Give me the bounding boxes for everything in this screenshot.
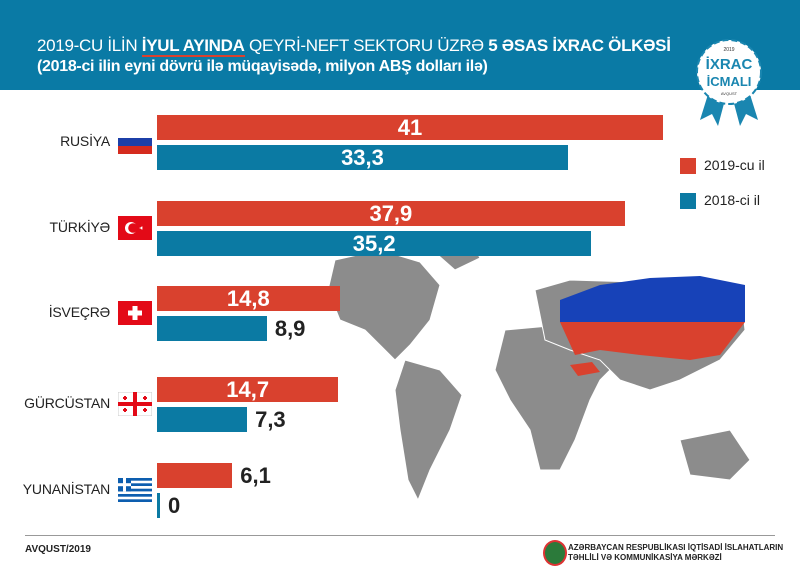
bar-2019	[157, 286, 340, 311]
page-title: 2019-CU İLİN İYUL AYINDA QEYRİ-NEFT SEKT…	[37, 36, 671, 57]
legend-swatch	[680, 193, 696, 209]
data-label: 0	[168, 493, 181, 518]
country-label: GÜRCÜSTAN	[24, 395, 110, 411]
title-highlight: İYUL AYINDA	[141, 36, 245, 57]
title-part: 2019-CU İLİN	[37, 36, 142, 55]
data-label: 35,2	[352, 231, 396, 256]
title-bold: 5 ƏSAS İXRAC ÖLKƏSİ	[488, 36, 671, 55]
bar-2018	[157, 316, 267, 341]
bar-2019	[157, 201, 625, 226]
country-label: YUNANİSTAN	[22, 481, 110, 497]
svg-text:AVQUST: AVQUST	[721, 91, 738, 96]
bar-2018	[157, 407, 248, 432]
footer-organization: AZƏRBAYCAN RESPUBLİKASI İQTİSADİ İSLAHAT…	[568, 543, 783, 563]
header-banner: 2019-CU İLİN İYUL AYINDA QEYRİ-NEFT SEKT…	[0, 0, 800, 90]
data-label: 41	[397, 115, 423, 140]
data-label: 8,9	[274, 316, 306, 341]
flag-icon	[118, 301, 152, 325]
bar-2019	[157, 377, 339, 402]
svg-text:2019: 2019	[723, 47, 734, 53]
bar-2018	[157, 231, 592, 256]
flag-icon	[118, 478, 152, 502]
legend-label: 2018-ci il	[704, 192, 761, 208]
data-label: 37,9	[369, 201, 413, 226]
flag-icon	[118, 130, 152, 154]
bar-2018	[157, 145, 568, 170]
data-label: 14,7	[226, 377, 270, 402]
page-subtitle: (2018-ci ilin eyni dövrü ilə müqayisədə,…	[37, 58, 488, 75]
country-label: RUSİYA	[60, 133, 110, 149]
ixrac-icmali-badge-icon: 2019 İXRAC İCMALI AVQUST	[696, 39, 762, 126]
footer-divider	[25, 535, 775, 536]
svg-text:İXRAC: İXRAC	[706, 56, 753, 73]
data-label: 33,3	[341, 145, 384, 170]
data-label: 14,8	[226, 286, 270, 311]
title-part: QEYRİ-NEFT SEKTORU ÜZRƏ	[244, 36, 489, 55]
org-line: TƏHLİLİ VƏ KOMMUNİKASİYA MƏRKƏZİ	[568, 553, 722, 562]
footer-date: AVQUST/2019	[25, 544, 91, 555]
data-label: 7,3	[255, 407, 286, 432]
emblem-icon	[543, 540, 567, 566]
country-label: İSVEÇRƏ	[48, 304, 110, 320]
org-line: AZƏRBAYCAN RESPUBLİKASI İQTİSADİ İSLAHAT…	[568, 543, 784, 552]
legend-label: 2019-cu il	[704, 157, 765, 173]
data-label: 6,1	[240, 463, 271, 488]
legend-swatch	[680, 158, 696, 174]
svg-text:İCMALI: İCMALI	[707, 74, 752, 89]
country-label: TÜRKİYƏ	[49, 219, 111, 235]
bar-2019	[157, 115, 663, 140]
flag-icon	[118, 392, 152, 416]
flag-icon	[118, 216, 152, 240]
bar-2018	[157, 493, 160, 518]
bar-2019	[157, 463, 233, 488]
